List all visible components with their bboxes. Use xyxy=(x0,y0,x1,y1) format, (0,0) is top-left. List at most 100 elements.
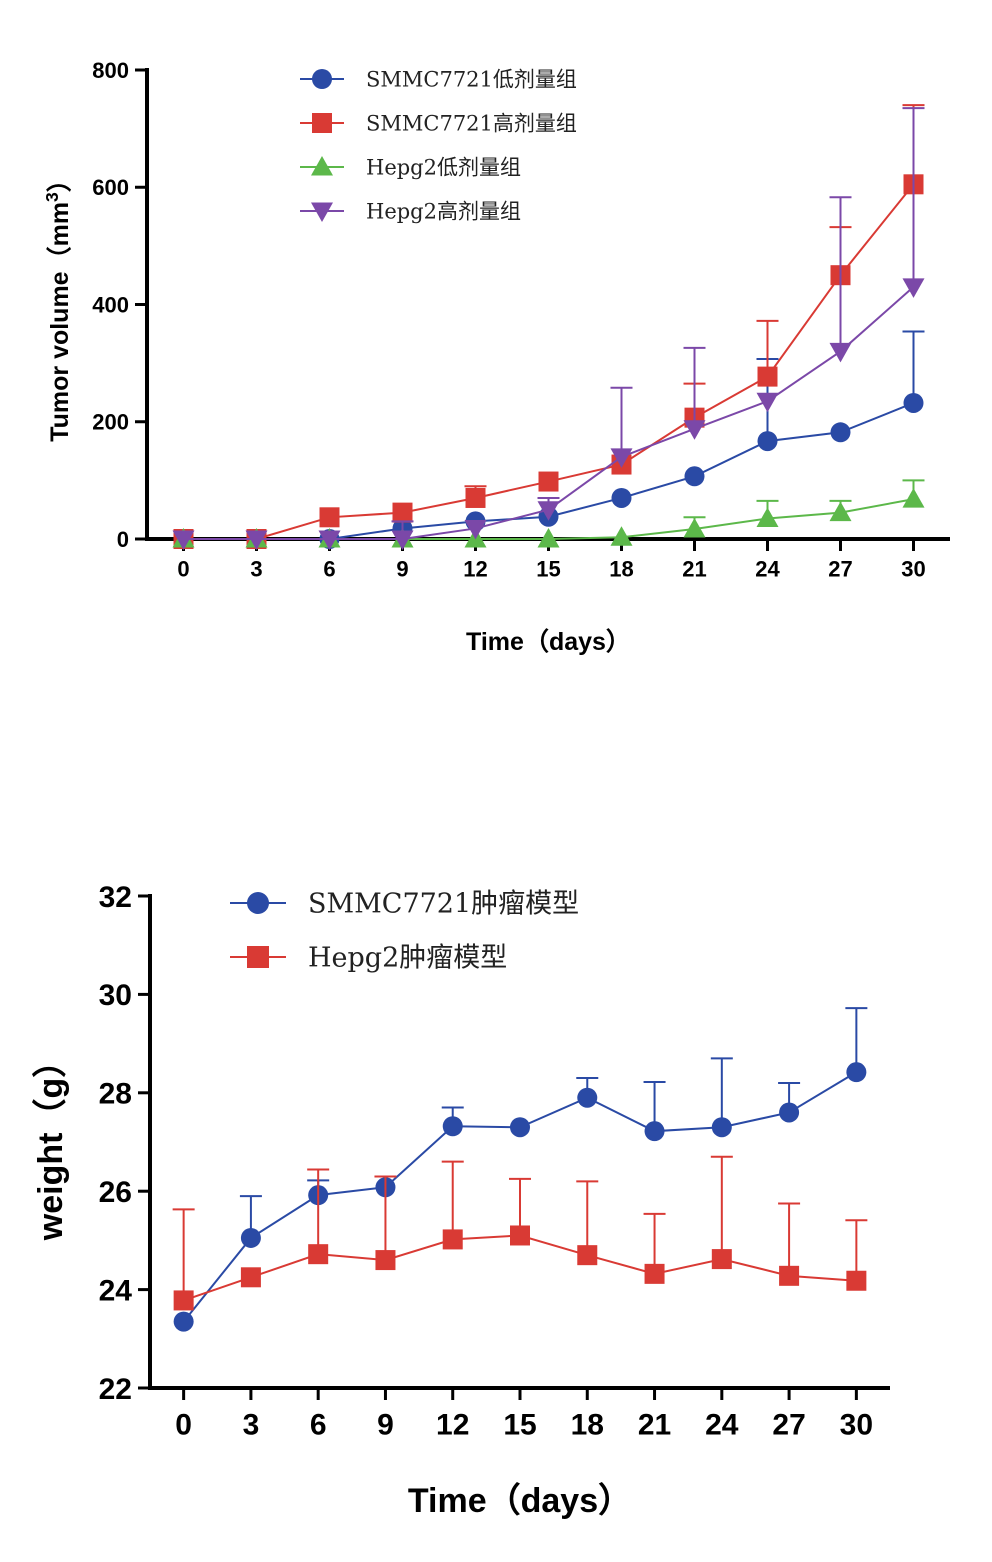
data-point xyxy=(779,1265,800,1286)
y-tick-label: 28 xyxy=(99,1078,132,1111)
data-point xyxy=(392,502,413,523)
x-tick-label: 6 xyxy=(323,556,335,581)
y-axis-title: weight（g） xyxy=(31,1044,70,1241)
legend-marker xyxy=(311,202,333,222)
data-point xyxy=(173,1290,194,1311)
series-1 xyxy=(172,1155,868,1311)
x-tick-label: 9 xyxy=(377,1409,394,1442)
data-point xyxy=(577,1087,598,1108)
legend-marker xyxy=(312,113,332,133)
x-tick-label: 3 xyxy=(243,1409,260,1442)
x-tick-label: 15 xyxy=(536,556,560,581)
data-point xyxy=(902,488,925,508)
data-point xyxy=(391,530,414,550)
data-point xyxy=(173,1311,194,1332)
data-point xyxy=(846,1062,867,1083)
data-point xyxy=(757,366,778,387)
legend-entry: Hepg2低剂量组 xyxy=(300,156,521,180)
legend-marker xyxy=(247,892,269,914)
y-tick-label: 600 xyxy=(92,175,129,200)
data-point xyxy=(644,1121,665,1142)
data-point xyxy=(537,501,560,521)
data-point xyxy=(465,487,486,508)
data-point xyxy=(684,466,705,487)
legend-entry: SMMC7721高剂量组 xyxy=(300,112,577,136)
data-point xyxy=(172,530,195,550)
x-tick-label: 18 xyxy=(609,556,633,581)
data-point xyxy=(756,507,779,527)
legend-entry: Hepg2高剂量组 xyxy=(300,200,521,224)
data-point xyxy=(245,530,268,550)
x-tick-label: 27 xyxy=(828,556,852,581)
data-point xyxy=(902,278,925,298)
data-point xyxy=(510,1225,530,1246)
data-point xyxy=(577,1245,598,1266)
legend-label: Hepg2肿瘤模型 xyxy=(308,943,507,974)
data-point xyxy=(611,487,632,508)
data-point xyxy=(683,518,706,538)
x-axis-title: Time（days） xyxy=(408,1481,632,1520)
y-tick-label: 24 xyxy=(99,1274,133,1307)
y-axis-title-superscript: 3 xyxy=(42,192,62,202)
x-axis-title: Time（days） xyxy=(466,627,631,656)
y-tick-label: 32 xyxy=(99,881,132,914)
weight-chart: 22 24 26 28 30 32 0 3 6 9 12 15 18 21 24 27 30 Time（days）… xyxy=(31,881,890,1520)
legend-marker xyxy=(247,946,269,968)
y-axis-title-main: Tumor volume（mm xyxy=(45,202,74,442)
y-tick-label: 30 xyxy=(99,979,132,1012)
x-tick-label: 30 xyxy=(840,1409,873,1442)
data-point xyxy=(683,420,706,440)
legend-entry: Hepg2肿瘤模型 xyxy=(230,943,507,974)
data-point xyxy=(442,1229,463,1250)
y-tick-label: 0 xyxy=(117,527,129,552)
y-tick-label: 26 xyxy=(99,1176,132,1209)
y-axis-title: Tumor volume（mm3） xyxy=(42,167,74,442)
legend-label: Hepg2高剂量组 xyxy=(366,200,521,224)
data-point xyxy=(319,507,340,528)
x-tick-label: 21 xyxy=(638,1409,671,1442)
x-tick-label: 18 xyxy=(571,1409,604,1442)
data-point xyxy=(756,392,779,413)
data-point xyxy=(757,431,778,452)
x-tick-label: 24 xyxy=(705,1409,739,1442)
series-3 xyxy=(172,107,925,550)
data-point xyxy=(779,1102,800,1123)
legend-label: SMMC7721低剂量组 xyxy=(366,68,577,92)
data-point xyxy=(903,392,924,413)
x-tick-label: 0 xyxy=(175,1409,192,1442)
x-tick-label: 27 xyxy=(772,1409,805,1442)
y-tick-label: 200 xyxy=(92,410,129,435)
data-point xyxy=(464,519,487,540)
legend-marker xyxy=(311,156,333,176)
data-point xyxy=(610,448,633,468)
data-point xyxy=(375,1250,396,1271)
y-tick-label: 22 xyxy=(99,1373,132,1406)
x-tick-label: 3 xyxy=(250,556,262,581)
x-tick-label: 24 xyxy=(755,556,780,581)
data-point xyxy=(510,1117,530,1138)
data-point xyxy=(442,1116,463,1137)
data-point xyxy=(829,501,852,522)
y-tick-label: 400 xyxy=(92,292,129,317)
data-point xyxy=(829,342,852,363)
x-tick-label: 6 xyxy=(310,1409,327,1442)
legend-entry: SMMC7721低剂量组 xyxy=(300,68,577,92)
legend-entry: SMMC7721肿瘤模型 xyxy=(230,889,579,920)
data-point xyxy=(711,1249,732,1270)
x-tick-label: 15 xyxy=(503,1409,536,1442)
x-tick-label: 12 xyxy=(463,556,487,581)
data-point xyxy=(308,1244,329,1265)
data-point xyxy=(318,530,341,550)
data-point xyxy=(846,1270,867,1291)
y-tick-label: 800 xyxy=(92,58,129,83)
legend-label: SMMC7721高剂量组 xyxy=(366,112,577,136)
data-point xyxy=(240,1227,261,1248)
data-point xyxy=(711,1117,732,1138)
data-point xyxy=(240,1267,261,1288)
data-point xyxy=(538,471,559,492)
data-point xyxy=(537,528,560,548)
series-0 xyxy=(173,1007,868,1332)
x-tick-label: 30 xyxy=(901,556,925,581)
legend-label: Hepg2低剂量组 xyxy=(366,156,521,180)
legend-label: SMMC7721肿瘤模型 xyxy=(308,889,579,920)
